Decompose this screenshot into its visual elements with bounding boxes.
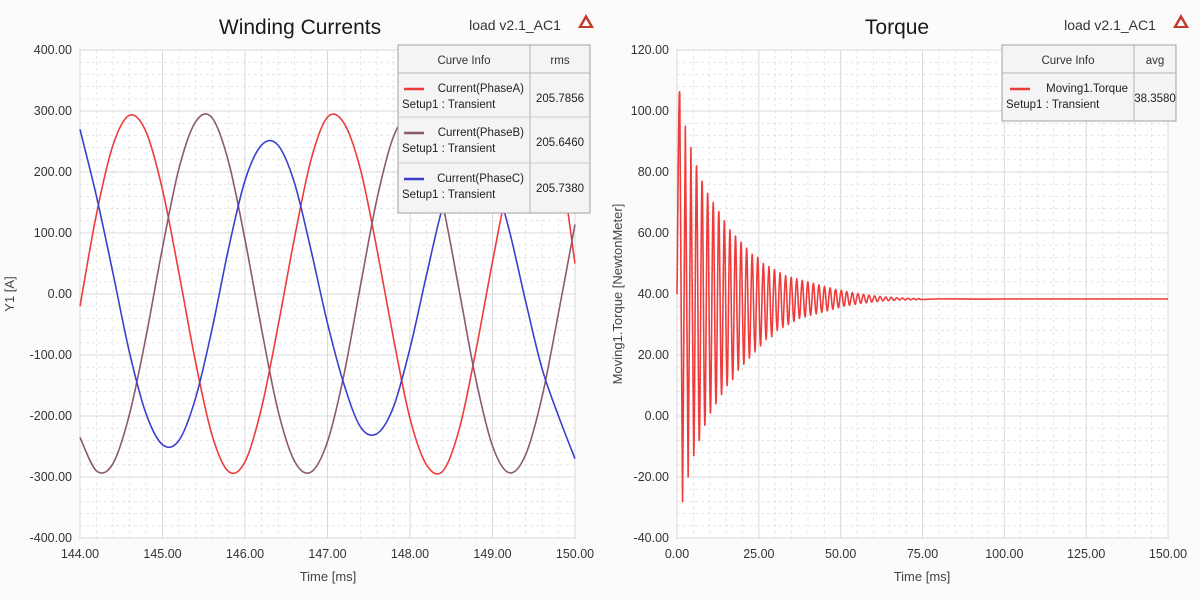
x-tick-label: 145.00 xyxy=(143,547,181,561)
y-tick-label: 60.00 xyxy=(638,226,669,240)
x-axis-label: Time [ms] xyxy=(894,569,951,584)
legend-entry-name: Current(PhaseB) xyxy=(438,127,524,139)
chart-title: Winding Currents xyxy=(219,16,381,39)
x-tick-labels: 144.00 145.00 146.00 147.00 148.00 149.00 150.… xyxy=(61,547,594,561)
y-axis-label: Y1 [A] xyxy=(2,276,17,311)
legend[interactable]: Curve Info avg Moving1.Torque Setup1 : T… xyxy=(1001,44,1177,122)
y-tick-label: -200.00 xyxy=(30,409,72,423)
y-tick-label: 40.00 xyxy=(638,287,669,301)
y-tick-label: 100.00 xyxy=(631,104,669,118)
y-tick-label: 300.00 xyxy=(34,104,72,118)
chart-title: Torque xyxy=(865,16,929,39)
legend-entry-value: 205.7380 xyxy=(536,183,584,195)
legend[interactable]: Curve Info rms Current(PhaseA) Setup1 : … xyxy=(397,44,591,214)
legend-entry-value: 205.6460 xyxy=(536,137,584,149)
legend-entry-value: 38.3580 xyxy=(1134,93,1176,105)
y-axis-label: Moving1.Torque [NewtonMeter] xyxy=(610,204,625,385)
legend-entry-phase-b[interactable]: Current(PhaseB) Setup1 : Transient 205.6… xyxy=(402,127,584,155)
x-tick-label: 125.00 xyxy=(1067,547,1105,561)
legend-entry-sub: Setup1 : Transient xyxy=(402,143,496,155)
y-tick-labels: 400.00 300.00 200.00 100.00 0.00 -100.00 -200.… xyxy=(30,43,72,545)
y-tick-label: 0.00 xyxy=(645,409,669,423)
version-label: load v2.1_AC1 xyxy=(469,17,561,33)
x-tick-label: 50.00 xyxy=(825,547,856,561)
x-tick-label: 150.00 xyxy=(556,547,594,561)
legend-entry-name: Current(PhaseC) xyxy=(437,173,524,185)
y-tick-label: 400.00 xyxy=(34,43,72,57)
y-tick-label: 20.00 xyxy=(638,348,669,362)
y-tick-label: 100.00 xyxy=(34,226,72,240)
legend-entry-sub: Setup1 : Transient xyxy=(1006,99,1100,111)
legend-entry-value: 205.7856 xyxy=(536,93,584,105)
legend-entry-name: Moving1.Torque xyxy=(1046,83,1128,95)
x-tick-label: 148.00 xyxy=(391,547,429,561)
legend-entry-name: Current(PhaseA) xyxy=(438,83,524,95)
series-line-torque[interactable] xyxy=(676,91,1168,503)
series-group xyxy=(676,91,1168,503)
legend-header-rms: rms xyxy=(550,55,569,67)
y-tick-label: -100.00 xyxy=(30,348,72,362)
y-tick-label: 200.00 xyxy=(34,165,72,179)
y-tick-label: 120.00 xyxy=(631,43,669,57)
version-label: load v2.1_AC1 xyxy=(1064,17,1156,33)
x-tick-label: 146.00 xyxy=(226,547,264,561)
y-tick-label: -400.00 xyxy=(30,531,72,545)
x-tick-label: 0.00 xyxy=(665,547,689,561)
legend-entry-sub: Setup1 : Transient xyxy=(402,189,496,201)
y-tick-label: 80.00 xyxy=(638,165,669,179)
legend-header-curve-info: Curve Info xyxy=(437,55,490,67)
y-tick-label: 0.00 xyxy=(48,287,72,301)
series-line-phase-a[interactable] xyxy=(79,113,576,475)
legend-entry-torque[interactable]: Moving1.Torque Setup1 : Transient 38.358… xyxy=(1006,83,1176,111)
ansoft-logo-icon xyxy=(578,14,594,28)
x-tick-label: 149.00 xyxy=(473,547,511,561)
series-line-phase-b[interactable] xyxy=(79,113,576,475)
torque-chart: Torque load v2.1_AC1 120.00 100.00 80.00 60… xyxy=(610,14,1189,584)
x-axis-label: Time [ms] xyxy=(300,569,357,584)
x-tick-label: 75.00 xyxy=(907,547,938,561)
x-tick-label: 144.00 xyxy=(61,547,99,561)
legend-header-curve-info: Curve Info xyxy=(1041,55,1094,67)
legend-entry-sub: Setup1 : Transient xyxy=(402,99,496,111)
legend-entry-phase-a[interactable]: Current(PhaseA) Setup1 : Transient 205.7… xyxy=(402,83,584,111)
x-tick-label: 25.00 xyxy=(743,547,774,561)
legend-entry-phase-c[interactable]: Current(PhaseC) Setup1 : Transient 205.7… xyxy=(402,173,584,201)
x-tick-labels: 0.00 25.00 50.00 75.00 100.00 125.00 150.00 xyxy=(665,547,1187,561)
x-tick-label: 150.00 xyxy=(1149,547,1187,561)
x-tick-label: 100.00 xyxy=(985,547,1023,561)
y-tick-labels: 120.00 100.00 80.00 60.00 40.00 20.00 0.00 -20.… xyxy=(631,43,669,545)
y-tick-label: -300.00 xyxy=(30,470,72,484)
y-tick-label: -40.00 xyxy=(634,531,669,545)
winding-currents-chart: Winding Currents load v2.1_AC1 400.00 300… xyxy=(2,14,594,584)
y-tick-label: -20.00 xyxy=(634,470,669,484)
x-tick-label: 147.00 xyxy=(308,547,346,561)
ansoft-logo-icon xyxy=(1173,14,1189,28)
legend-header-avg: avg xyxy=(1146,55,1165,67)
